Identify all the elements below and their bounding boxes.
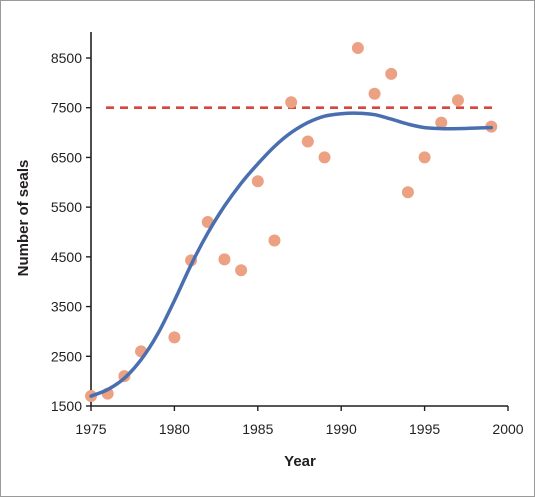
data-point [285, 96, 298, 109]
fit-curve [89, 111, 494, 398]
data-point [268, 234, 281, 247]
y-tick-label: 1500 [51, 398, 82, 414]
data-point [235, 264, 248, 277]
x-tick-label: 1985 [242, 421, 273, 437]
data-point [368, 87, 381, 100]
data-point [168, 331, 181, 344]
x-tick-label: 1990 [326, 421, 357, 437]
data-point [318, 151, 331, 164]
y-tick-label: 6500 [51, 149, 82, 165]
y-tick-label: 5500 [51, 199, 82, 215]
data-point [418, 151, 431, 164]
y-axis-title: Number of seals [15, 160, 32, 277]
y-tick-label: 4500 [51, 249, 82, 265]
data-point [401, 186, 414, 199]
data-point [385, 67, 398, 80]
x-tick-label: 1975 [75, 421, 106, 437]
fit-curve-group [89, 111, 494, 398]
x-tick-label: 1980 [159, 421, 190, 437]
x-axis-title: Year [284, 453, 316, 470]
x-tick-label: 1995 [409, 421, 440, 437]
data-point [218, 253, 231, 266]
points-group [85, 42, 498, 403]
y-tick-label: 3500 [51, 299, 82, 315]
x-tick-label: 2000 [492, 421, 523, 437]
data-point [351, 42, 364, 55]
data-point [435, 116, 448, 129]
data-point [251, 175, 264, 188]
data-point [451, 94, 464, 107]
axes: 1500 2500 3500 4500 5500 6500 7500 8500 1975 1980… [51, 32, 524, 437]
y-tick-label: 8500 [51, 50, 82, 66]
data-point [301, 135, 314, 148]
y-tick-label: 2500 [51, 348, 82, 364]
y-tick-label: 7500 [51, 100, 82, 116]
